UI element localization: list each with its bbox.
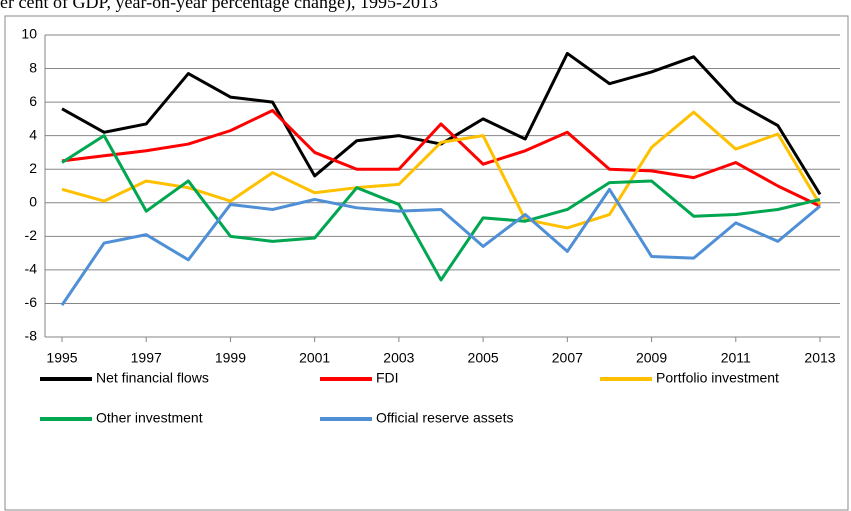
y-tick-label: 0	[29, 193, 37, 209]
x-tick-label: 2005	[468, 350, 499, 366]
x-tick-label: 2007	[552, 350, 583, 366]
x-tick-label: 1997	[131, 350, 162, 366]
chart-title: er cent of GDP, year-on-year percentage …	[0, 0, 438, 13]
x-tick-label: 2013	[804, 350, 835, 366]
series-line	[60, 187, 821, 306]
y-tick-label: 2	[29, 160, 37, 176]
chart-frame	[4, 15, 849, 511]
x-tick-label: 2003	[383, 350, 414, 366]
y-tick-label: -2	[25, 227, 38, 243]
y-tick-label: 10	[21, 26, 37, 42]
series-line	[61, 134, 821, 282]
x-tick-label: 1995	[46, 350, 77, 366]
series-line	[61, 110, 822, 230]
legend-label: Other investment	[96, 410, 203, 426]
y-tick-label: 6	[29, 93, 37, 109]
y-tick-label: 4	[29, 126, 37, 142]
x-tick-label: 1999	[215, 350, 246, 366]
legend-label: Net financial flows	[96, 370, 209, 386]
x-tick-label: 2011	[721, 350, 751, 366]
y-tick-label: -8	[25, 328, 38, 344]
legend-label: FDI	[376, 370, 399, 386]
x-tick-label: 2009	[636, 350, 667, 366]
y-tick-label: -6	[25, 294, 38, 310]
y-tick-label: -4	[25, 261, 38, 277]
legend-label: Portfolio investment	[656, 370, 779, 386]
y-tick-label: 8	[29, 59, 37, 75]
series-line	[61, 109, 821, 208]
x-tick-label: 2001	[299, 350, 330, 366]
legend-label: Official reserve assets	[376, 410, 513, 426]
